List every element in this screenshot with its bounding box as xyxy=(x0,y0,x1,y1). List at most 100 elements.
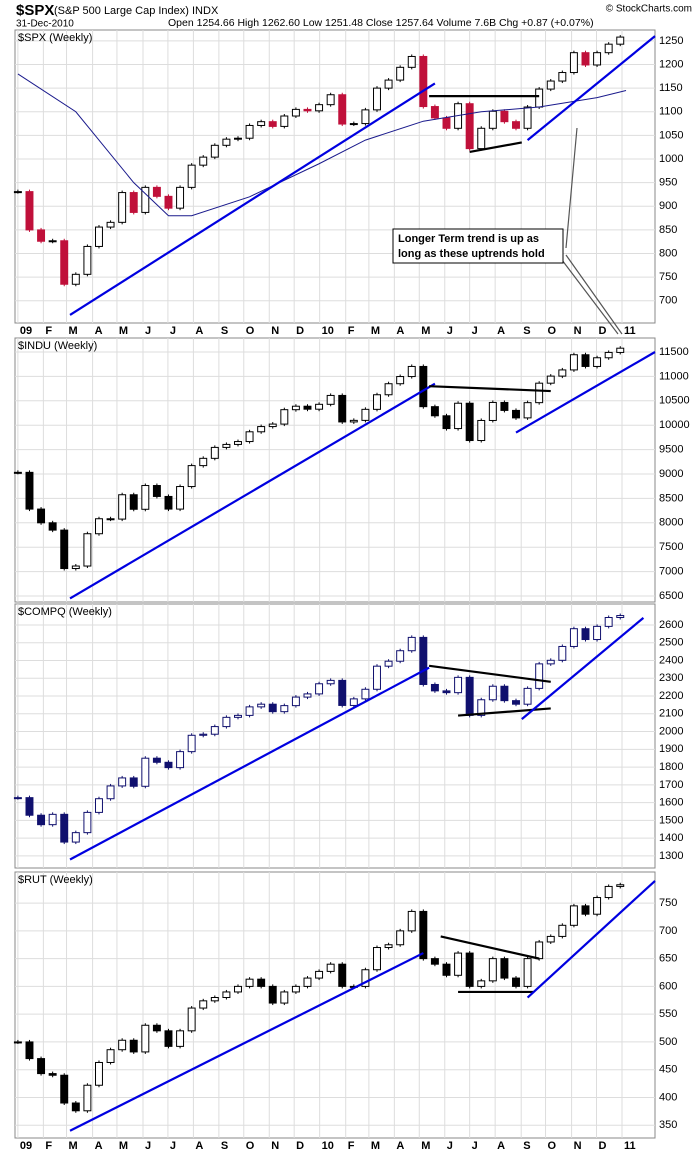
candle xyxy=(141,1024,150,1053)
x-tick-label: 09 xyxy=(20,1140,32,1152)
candle xyxy=(164,195,173,209)
candle xyxy=(558,369,567,377)
x-tick-label: J xyxy=(472,325,478,337)
candle xyxy=(569,52,578,74)
y-tick-label: 1900 xyxy=(659,743,683,755)
candle xyxy=(37,814,46,826)
candle xyxy=(488,401,497,421)
candle xyxy=(326,963,335,972)
annotation-layer: Longer Term trend is up as long as these… xyxy=(392,127,623,335)
y-tick-label: 7500 xyxy=(659,541,683,553)
candle xyxy=(234,985,242,993)
candle xyxy=(430,683,439,692)
candle xyxy=(338,679,347,706)
x-tick-label: M xyxy=(421,325,430,337)
candle xyxy=(291,108,300,117)
candle xyxy=(500,110,509,123)
candle xyxy=(558,72,567,82)
x-tick-label: A xyxy=(497,1140,505,1152)
candle xyxy=(616,615,625,619)
candle xyxy=(430,106,439,119)
candle xyxy=(338,963,347,987)
candle xyxy=(512,409,520,419)
candle xyxy=(164,1030,173,1047)
candle xyxy=(71,832,80,843)
candle xyxy=(187,1007,196,1032)
candle xyxy=(303,693,312,698)
candle xyxy=(176,1030,185,1047)
candle xyxy=(430,958,439,965)
candle xyxy=(257,121,266,126)
candle xyxy=(106,1049,115,1063)
candle xyxy=(593,897,602,915)
candle xyxy=(477,699,486,716)
y-tick-label: 1150 xyxy=(659,82,683,94)
x-tick-label: D xyxy=(599,325,607,337)
candle xyxy=(546,80,555,90)
x-tick-label: J xyxy=(447,1140,453,1152)
x-tick-label: F xyxy=(348,1140,355,1152)
candle xyxy=(373,947,381,971)
panel-title: $INDU (Weekly) xyxy=(18,340,97,352)
candle xyxy=(442,963,451,976)
candle xyxy=(13,471,22,474)
candle xyxy=(407,910,416,932)
candle xyxy=(477,419,486,442)
y-tick-label: 1250 xyxy=(659,35,683,47)
candle xyxy=(187,465,196,488)
trendline xyxy=(429,385,551,393)
y-tick-label: 550 xyxy=(659,1008,677,1020)
candle xyxy=(396,66,405,81)
candle xyxy=(488,685,497,701)
candle xyxy=(210,997,219,1002)
trendline xyxy=(69,82,436,316)
candle xyxy=(454,952,463,976)
candle xyxy=(604,617,613,627)
x-tick-label: M xyxy=(371,325,380,337)
candle xyxy=(546,659,555,665)
candle xyxy=(315,970,324,979)
candle xyxy=(419,55,428,108)
candle xyxy=(176,751,185,769)
candle xyxy=(141,186,150,213)
candle xyxy=(95,226,103,247)
candle xyxy=(141,757,150,787)
candle xyxy=(25,1041,34,1060)
x-tick-label: S xyxy=(523,1140,530,1152)
candle xyxy=(257,978,266,987)
candle xyxy=(315,683,324,695)
y-tick-label: 1300 xyxy=(659,850,683,862)
candle xyxy=(593,52,602,66)
candle xyxy=(118,1039,127,1051)
panel: 1300 1400 1500 1600 1700 1800 1900 2000 2100 2200… xyxy=(13,603,683,869)
candle xyxy=(361,109,370,125)
candle xyxy=(535,663,544,689)
x-tick-label: N xyxy=(574,1140,582,1152)
x-tick-label: F xyxy=(45,1140,52,1152)
candle xyxy=(361,688,370,700)
candle xyxy=(245,431,254,443)
x-tick-label: 11 xyxy=(624,1140,636,1152)
candle xyxy=(407,636,416,652)
candle xyxy=(349,123,358,126)
candle xyxy=(546,375,555,384)
y-tick-label: 10000 xyxy=(659,419,690,431)
candle xyxy=(48,522,57,531)
candle xyxy=(118,494,127,520)
candle xyxy=(71,565,80,570)
x-tick-label: A xyxy=(497,325,505,337)
candle xyxy=(129,494,138,510)
candle xyxy=(95,798,103,813)
trendline xyxy=(428,664,551,683)
candle xyxy=(454,402,463,430)
candle xyxy=(280,705,289,713)
y-tick-label: 1100 xyxy=(659,106,683,118)
y-tick-label: 9000 xyxy=(659,468,683,480)
candle xyxy=(616,347,625,353)
x-tick-label: N xyxy=(271,325,279,337)
candle xyxy=(245,124,254,139)
candle xyxy=(129,1039,138,1053)
x-tick-label: O xyxy=(246,325,255,337)
candle xyxy=(315,104,324,112)
candle xyxy=(83,811,92,834)
